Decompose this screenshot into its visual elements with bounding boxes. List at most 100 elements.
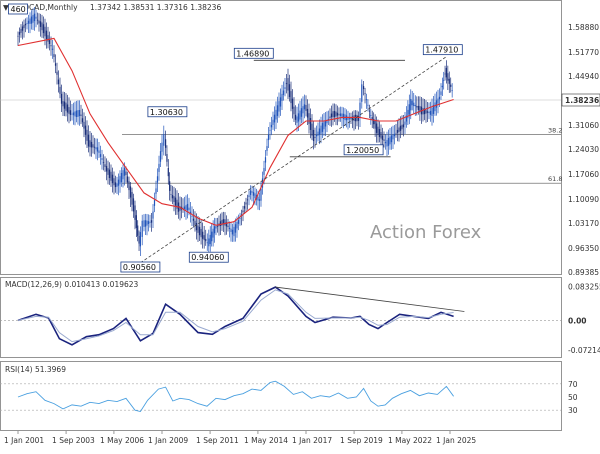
price-candle <box>65 93 67 117</box>
symbol-dropdown-icon[interactable]: ▼ <box>3 3 9 12</box>
price-candle <box>324 111 327 137</box>
price-candle <box>205 229 207 246</box>
price-candle <box>200 219 202 245</box>
x-axis-label: 1 May 2022 <box>388 436 432 445</box>
price-candle <box>392 125 394 150</box>
price-candle <box>131 187 133 212</box>
price-y-tick: 1.58880 <box>568 23 599 32</box>
price-candle <box>399 116 402 139</box>
support-trendline <box>140 56 447 264</box>
axis-layer: 1.58880 1.51770 1.44940 1.38236 1.31060 1.240… <box>4 23 600 445</box>
price-candle <box>30 10 33 30</box>
price-candle <box>390 126 393 150</box>
price-candle <box>110 164 112 187</box>
price-candle <box>396 120 399 142</box>
price-candle <box>269 122 271 140</box>
svg-text:1.47910: 1.47910 <box>425 46 458 55</box>
price-overlay-layer: 1.46890 1.47910 1.30630 1.20050 0.94060 0.905… <box>8 3 463 273</box>
price-candle <box>434 93 436 116</box>
price-candle <box>89 131 91 157</box>
price-candle <box>62 91 64 116</box>
price-candle <box>44 18 46 46</box>
price-candle <box>323 112 325 136</box>
price-candle <box>231 223 234 242</box>
price-candle <box>114 175 117 193</box>
price-candle <box>80 104 82 125</box>
price-candle <box>213 217 216 243</box>
price-candle <box>227 218 229 232</box>
price-candle <box>116 176 118 194</box>
svg-text:0.90560: 0.90560 <box>123 263 156 272</box>
price-candle <box>135 210 137 237</box>
price-candle <box>208 229 210 256</box>
fib-level-label: 38.2 <box>548 126 562 134</box>
price-y-tick: 1.24030 <box>568 145 599 154</box>
price-candle <box>248 190 250 206</box>
price-grid-layer: 38.2 61.8 <box>0 99 562 184</box>
current-price-box <box>561 93 600 107</box>
price-candle <box>264 149 267 172</box>
price-candle <box>96 138 99 161</box>
price-candle <box>24 18 27 33</box>
price-candle <box>215 218 217 236</box>
price-candle <box>139 226 141 256</box>
macd-y-tick: 0.083255 <box>568 283 600 292</box>
price-candle <box>414 95 416 116</box>
price-candle <box>66 94 69 122</box>
price-candle <box>410 89 412 120</box>
price-candle-layer <box>17 6 453 256</box>
price-candle <box>18 27 21 43</box>
price-candle <box>317 122 319 142</box>
x-axis-label: 1 Jan 2017 <box>292 436 332 445</box>
price-candle <box>354 110 357 130</box>
price-candle <box>60 84 63 113</box>
price-candle <box>105 158 108 181</box>
price-candle <box>113 171 115 195</box>
price-candle <box>20 24 22 38</box>
price-candle <box>411 90 413 111</box>
moving-average-line <box>17 37 454 226</box>
ohlc-readout: 1.37342 1.38531 1.37316 1.38236 <box>90 3 221 12</box>
price-candle <box>182 198 184 213</box>
price-candle <box>278 92 280 118</box>
price-candle <box>408 94 410 125</box>
price-candle <box>48 31 51 51</box>
price-candle <box>155 180 157 201</box>
watermark: Action Forex <box>370 222 482 243</box>
price-candle <box>147 214 150 232</box>
price-candle <box>230 222 232 242</box>
price-candle <box>251 185 253 202</box>
level-label: 460 <box>8 3 28 15</box>
price-candle <box>119 170 121 193</box>
price-candle <box>74 101 76 126</box>
price-candle <box>329 108 331 126</box>
price-candle <box>451 83 453 98</box>
price-candle <box>318 119 321 145</box>
svg-text:460: 460 <box>11 5 26 14</box>
price-candle <box>246 194 249 210</box>
price-candle <box>206 233 208 251</box>
price-y-tick: 0.89385 <box>568 268 599 277</box>
price-candle <box>209 226 211 252</box>
price-candle <box>218 215 220 236</box>
x-axis-label: 1 Jan 2001 <box>4 436 44 445</box>
price-candle <box>95 138 97 159</box>
price-candle <box>299 100 301 127</box>
price-candle <box>332 103 334 126</box>
price-candle <box>350 112 352 125</box>
price-candle <box>75 100 78 123</box>
price-candle <box>443 71 445 90</box>
price-candle <box>47 26 49 49</box>
price-candle <box>378 121 381 143</box>
price-candle <box>275 101 277 130</box>
price-candle <box>276 96 279 123</box>
price-candle <box>108 162 111 185</box>
price-candle <box>57 70 60 93</box>
price-candle <box>98 142 100 159</box>
price-candle <box>284 78 286 97</box>
price-candle <box>42 16 45 39</box>
price-candle <box>370 108 372 125</box>
price-candle <box>176 190 178 215</box>
price-candle <box>445 60 447 84</box>
symbol-label: USDCAD,Monthly <box>13 3 78 12</box>
